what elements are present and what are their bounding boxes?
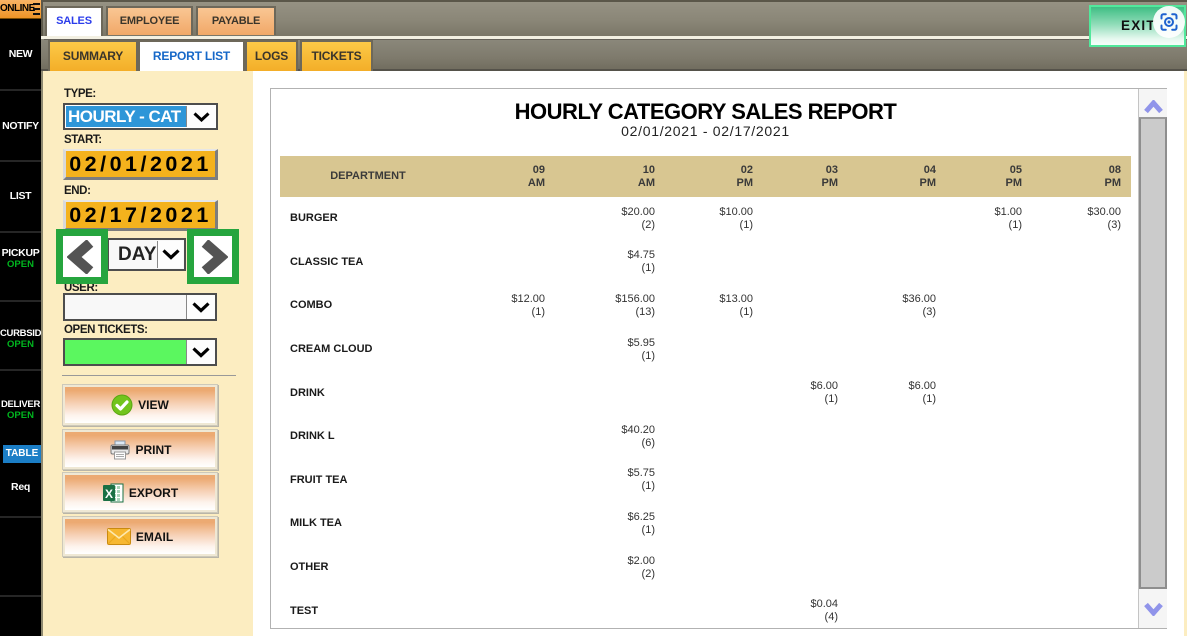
svg-text:X: X: [105, 487, 113, 501]
